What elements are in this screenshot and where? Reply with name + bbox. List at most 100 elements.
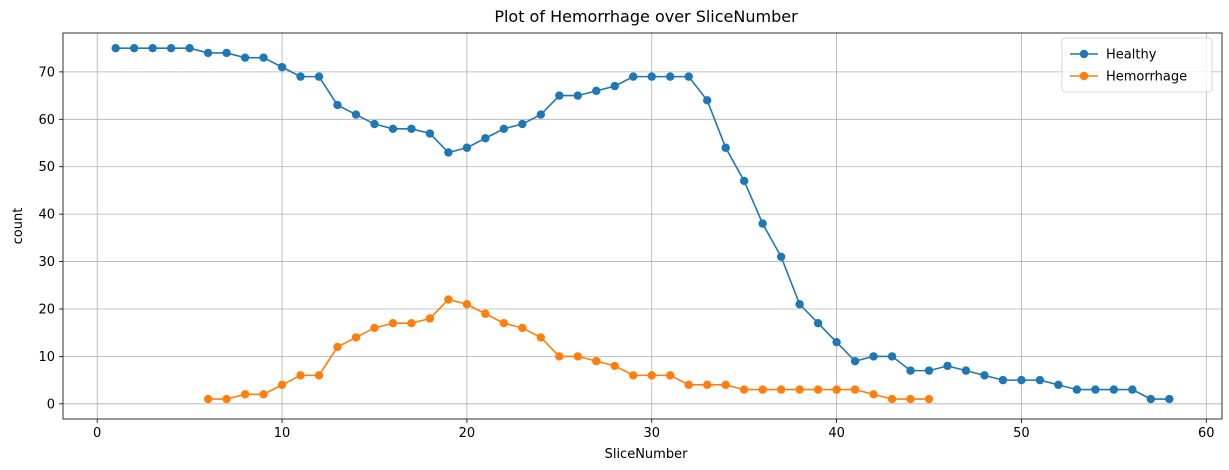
data-point-hemorrhage [629,371,638,380]
y-tick-label: 40 [38,208,55,223]
data-point-healthy [998,375,1008,385]
data-point-healthy [1017,375,1026,385]
axes: 0 10 20 30 40 50 60 0 10 20 30 40 50 60 70 [38,32,1223,441]
data-point-healthy [111,43,120,53]
data-point-hemorrhage [425,314,435,323]
data-point-healthy [240,53,250,62]
data-point-healthy [1109,385,1119,394]
data-point-healthy [1054,380,1063,390]
data-point-healthy [333,100,342,110]
data-point-healthy [702,96,712,105]
data-point-healthy [961,366,971,375]
data-point-healthy [795,300,804,309]
x-tick-label: 30 [643,426,660,441]
x-tick-label: 20 [459,426,476,441]
x-tick-label: 40 [828,426,845,441]
series-line-hemorrhage [208,298,930,400]
data-point-hemorrhage [776,385,786,394]
y-tick-label: 30 [38,255,55,270]
data-point-healthy [148,43,157,53]
data-point-hemorrhage [610,361,619,371]
data-point-healthy [407,124,416,133]
data-point-healthy [314,72,324,81]
legend-marker-hemorrhage [1079,71,1089,81]
data-point-hemorrhage [481,309,490,318]
axes-frame [62,32,1223,420]
data-point-hemorrhage [832,385,841,394]
data-point-hemorrhage [924,394,934,404]
data-point-healthy [610,81,619,91]
data-point-healthy [1072,385,1082,394]
x-tick-label: 50 [1013,426,1030,441]
grid [63,33,1222,419]
data-point-hemorrhage [666,371,675,380]
data-point-hemorrhage [296,371,305,380]
legend-marker-healthy [1079,49,1089,59]
y-tick-label: 20 [38,302,55,317]
data-point-healthy [906,366,915,375]
data-point-healthy [518,119,527,129]
data-point-healthy [1165,394,1174,404]
data-point-hemorrhage [592,356,601,366]
data-point-healthy [850,356,860,366]
data-point-healthy [721,143,730,152]
data-point-healthy [462,143,472,152]
data-point-healthy [1146,394,1156,404]
series-layer [111,43,1174,404]
data-point-healthy [499,124,509,133]
data-point-healthy [647,72,656,81]
data-point-hemorrhage [314,371,324,380]
data-point-healthy [887,352,897,361]
data-point-hemorrhage [222,394,231,404]
data-point-healthy [1035,375,1045,385]
data-point-healthy [758,219,767,228]
data-point-hemorrhage [684,380,693,390]
series-line-healthy [115,47,1170,400]
data-point-healthy [739,176,749,186]
data-point-healthy [277,62,287,72]
data-point-hemorrhage [462,300,472,309]
data-point-healthy [481,134,490,143]
y-tick-label: 60 [38,113,55,128]
data-point-healthy [370,119,379,129]
data-point-hemorrhage [869,390,878,399]
data-point-healthy [296,72,305,81]
data-point-healthy [666,72,675,81]
data-point-healthy [813,319,823,328]
data-point-hemorrhage [647,371,656,380]
data-point-healthy [924,366,934,375]
data-point-healthy [573,91,583,100]
y-tick-label: 70 [38,65,55,80]
data-point-healthy [129,43,139,53]
data-point-hemorrhage [795,385,804,394]
data-point-healthy [943,361,952,371]
y-tick-label: 0 [47,397,55,412]
data-point-hemorrhage [407,319,416,328]
data-point-hemorrhage [721,380,730,390]
y-tick-label: 50 [38,160,55,175]
data-point-healthy [869,352,878,361]
y-tick-label: 10 [38,350,55,365]
data-point-healthy [776,252,786,262]
data-point-healthy [980,371,989,380]
x-axis-title: SliceNumber [605,447,688,462]
data-point-hemorrhage [573,352,583,361]
data-point-hemorrhage [333,342,342,352]
data-point-healthy [536,110,546,119]
data-point-hemorrhage [739,385,749,394]
x-tick-label: 60 [1198,426,1215,441]
data-point-hemorrhage [444,295,453,304]
data-point-healthy [185,43,194,53]
data-point-hemorrhage [499,319,509,328]
data-point-healthy [555,91,564,100]
data-point-hemorrhage [518,323,527,333]
data-point-hemorrhage [370,323,379,333]
plot-area [63,33,1229,419]
data-point-healthy [444,148,453,157]
data-point-hemorrhage [351,333,361,342]
data-point-healthy [425,129,435,138]
data-point-hemorrhage [536,333,546,342]
y-axis-title: count [11,208,26,245]
data-point-healthy [832,337,841,347]
